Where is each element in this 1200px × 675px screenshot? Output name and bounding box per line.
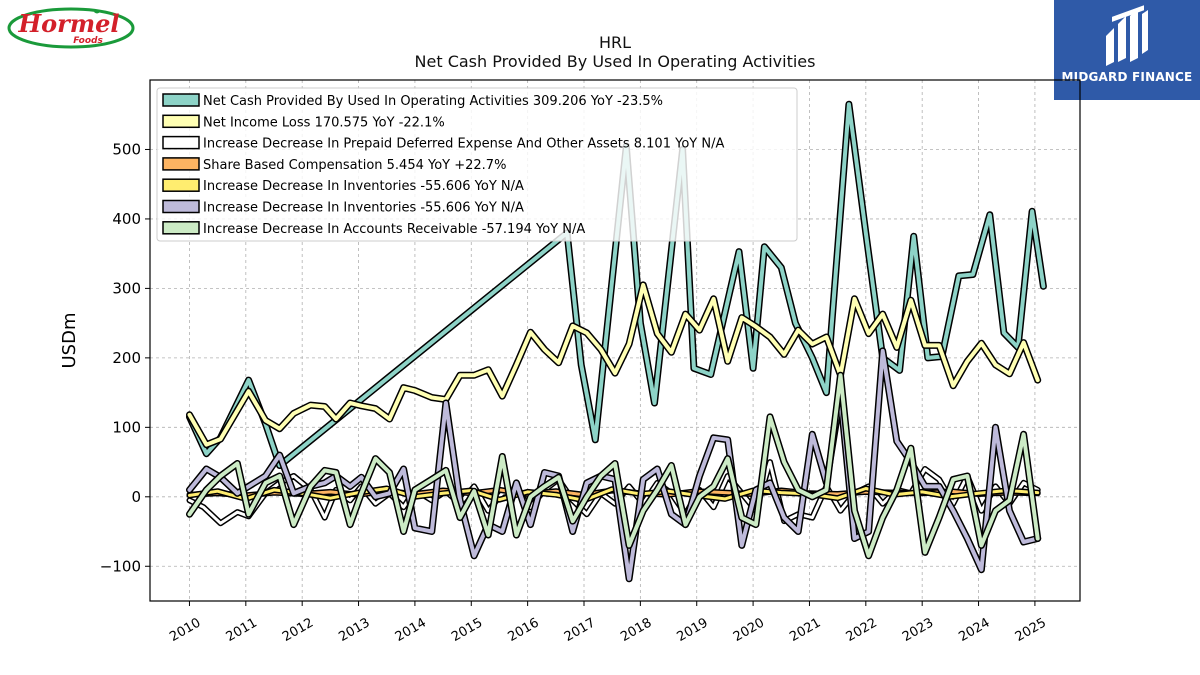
legend-swatch: [162, 114, 200, 129]
series-0: [186, 100, 1047, 469]
x-tick-label: 2024: [956, 615, 992, 645]
x-tick-label: 2020: [731, 615, 767, 645]
x-tick-label: 2012: [280, 615, 316, 645]
plot-frame: [149, 79, 1081, 602]
x-tick-label: 2025: [1013, 615, 1049, 645]
legend-entry-label: Increase Decrease In Inventories -55.606…: [203, 179, 524, 194]
series-line: [187, 102, 1046, 468]
y-tick-label: 400: [112, 210, 141, 228]
legend-swatch: [162, 221, 200, 235]
y-axis-label: USDm: [59, 313, 80, 369]
legend-entry-label: Net Income Loss 170.575 YoY -22.1%: [203, 115, 445, 130]
x-tick-label: 2017: [562, 615, 598, 645]
x-tick-label: 2015: [449, 615, 485, 645]
x-tick-label: 2010: [167, 615, 203, 645]
series-6: [186, 371, 1042, 560]
y-tick-label: 0: [131, 488, 141, 506]
legend-swatch: [162, 199, 200, 214]
legend-swatch: [162, 178, 200, 192]
series-lines: [186, 100, 1047, 583]
y-axis-ticks: −100 0 100 200 300 400 500: [100, 140, 150, 575]
x-tick-label: 2019: [675, 615, 711, 645]
x-tick-label: 2014: [393, 615, 429, 645]
y-tick-label: 500: [112, 140, 141, 158]
y-tick-label: 300: [112, 279, 141, 297]
x-tick-label: 2023: [900, 615, 936, 645]
hormel-logo-text: Hormel: [17, 9, 119, 38]
x-tick-label: 2021: [787, 615, 823, 645]
x-axis-ticks: 2010 2011 2012 2013 2014 2015 2016 2017 2018 2019…: [167, 601, 1049, 645]
x-tick-label: 2018: [618, 615, 654, 645]
x-tick-label: 2016: [505, 615, 541, 645]
chart-ticker: HRL: [598, 33, 632, 52]
chart-title: Net Cash Provided By Used In Operating A…: [414, 52, 816, 71]
y-tick-label: 200: [112, 349, 141, 367]
hormel-logo-subtext: Foods: [73, 36, 103, 46]
series-line: [187, 282, 1040, 447]
midgard-finance-logo-text: MIDGARD FINANCE: [1061, 70, 1193, 84]
legend-entry-label: Increase Decrease In Accounts Receivable…: [203, 222, 585, 237]
series-1: [186, 281, 1042, 449]
legend-swatch: [162, 135, 200, 150]
legend-swatch: [162, 93, 200, 107]
legend-entry-label: Increase Decrease In Inventories -55.606…: [203, 201, 524, 216]
legend-swatch: [162, 157, 200, 171]
series-line-outline: [186, 281, 1042, 449]
x-tick-label: 2011: [224, 615, 260, 645]
legend-entry-label: Increase Decrease In Prepaid Deferred Ex…: [203, 137, 724, 152]
series-line: [187, 373, 1040, 558]
x-tick-label: 2022: [844, 615, 880, 645]
midgard-finance-logo: MIDGARD FINANCE: [1054, 0, 1200, 100]
y-tick-label: −100: [100, 557, 141, 575]
legend-entry-label: Share Based Compensation 5.454 YoY +22.7…: [203, 158, 506, 173]
legend-entry-label: Net Cash Provided By Used In Operating A…: [203, 94, 663, 109]
legend-box: [156, 87, 798, 242]
y-tick-label: 100: [112, 418, 141, 436]
x-tick-label: 2013: [336, 615, 372, 645]
hormel-logo: Hormel Foods: [6, 6, 136, 50]
legend: Net Cash Provided By Used In Operating A…: [156, 87, 798, 242]
